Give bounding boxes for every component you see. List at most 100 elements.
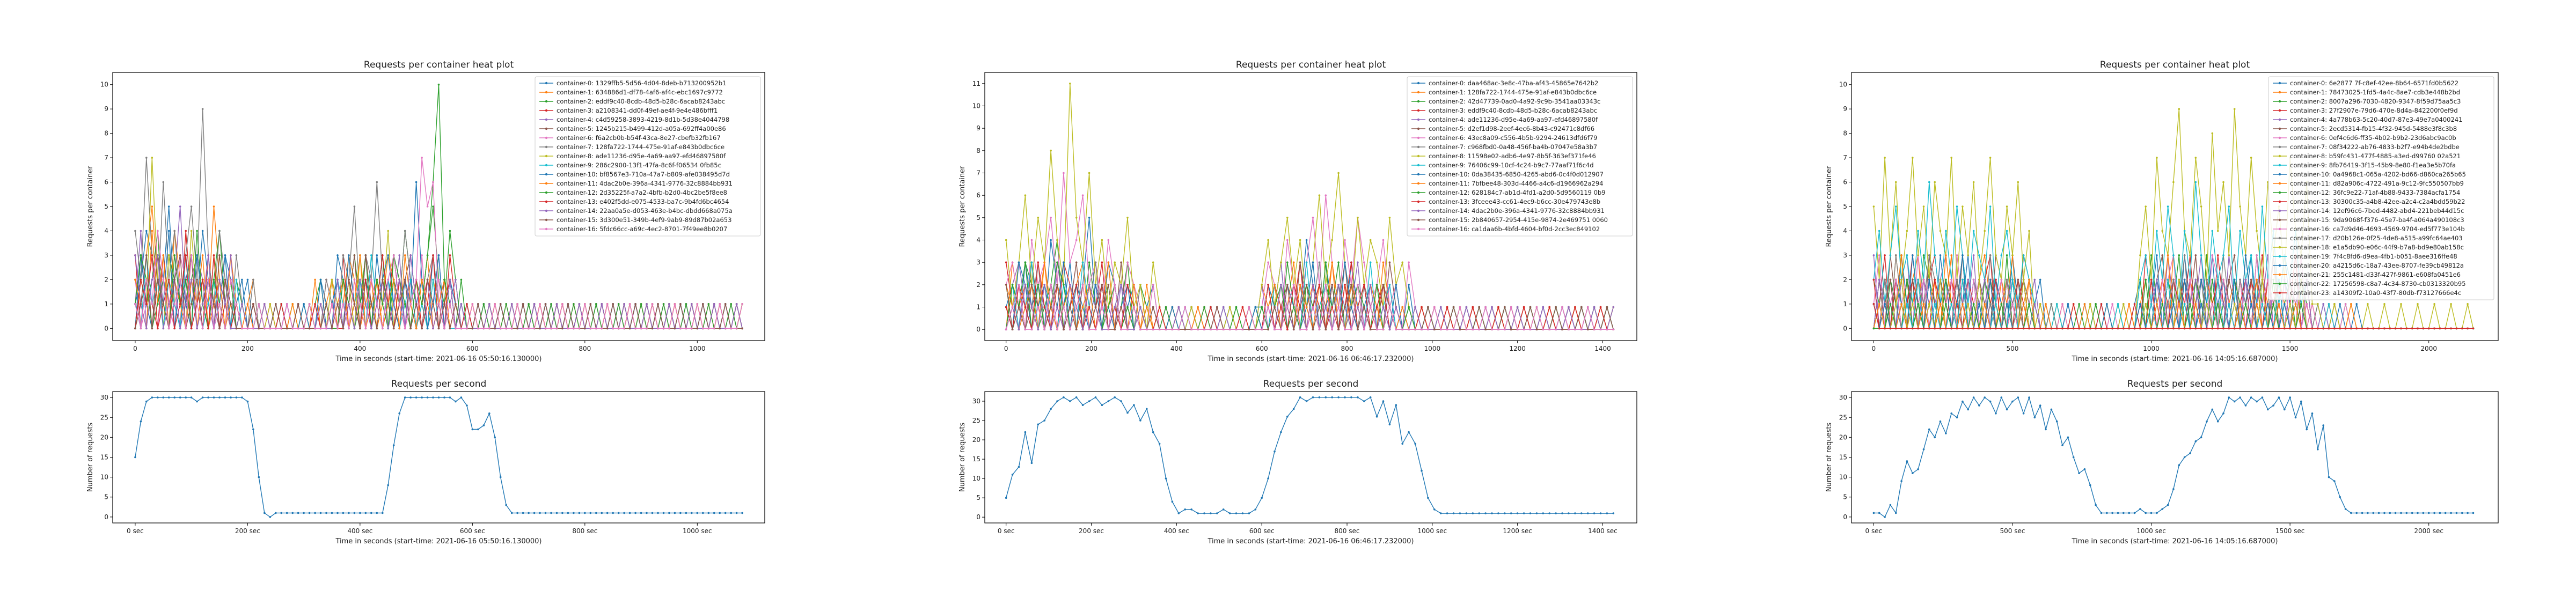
data-point <box>190 278 193 281</box>
data-point <box>1030 328 1033 330</box>
data-point <box>196 327 198 330</box>
data-point <box>634 327 636 330</box>
data-point <box>1491 512 1493 514</box>
data-point <box>432 303 434 305</box>
legend-marker <box>1417 191 1420 194</box>
data-point <box>466 404 468 407</box>
data-point <box>2161 230 2163 232</box>
data-point <box>589 303 592 305</box>
data-point <box>657 512 659 514</box>
legend-label: container-10: bf8567e3-710a-47a7-b809-af… <box>557 171 730 178</box>
data-point <box>348 254 350 256</box>
data-point <box>1286 217 1289 219</box>
data-point <box>449 254 451 256</box>
data-point <box>455 327 457 330</box>
y-axis-label: Requests per container <box>958 166 967 247</box>
data-point <box>707 512 710 514</box>
y-tick-label: 4 <box>104 227 108 234</box>
data-point <box>376 254 378 256</box>
data-point <box>1146 408 1148 410</box>
data-point <box>460 303 463 305</box>
data-point <box>246 400 249 403</box>
legend-label: container-3: a2108341-dd0f-49ef-ae4f-9e4… <box>557 107 718 114</box>
data-point <box>1350 328 1352 330</box>
y-tick-label: 5 <box>976 494 980 502</box>
data-point <box>1535 306 1538 308</box>
data-point <box>1446 328 1448 330</box>
data-point <box>1267 477 1269 480</box>
data-point <box>606 303 609 305</box>
data-point <box>1139 328 1141 330</box>
data-point <box>1254 508 1257 511</box>
data-point <box>2322 303 2325 305</box>
data-point <box>1069 400 1071 402</box>
x-axis-label: Time in seconds (start-time: 2021-06-16 … <box>335 355 541 363</box>
data-point <box>1344 284 1346 286</box>
data-point <box>657 327 659 330</box>
data-point <box>1962 205 1964 208</box>
legend-marker <box>545 82 548 85</box>
data-point <box>1139 419 1141 422</box>
data-point <box>336 278 339 281</box>
legend-label: container-11: 7bfbee48-303d-4466-a4c6-d1… <box>1429 180 1603 187</box>
data-point <box>1037 261 1040 264</box>
data-point <box>1165 477 1167 480</box>
data-point <box>1005 239 1007 241</box>
data-point <box>617 327 620 330</box>
data-point <box>522 512 524 514</box>
data-point <box>1063 172 1065 174</box>
plot-frame <box>984 391 1637 523</box>
y-tick-label: 6 <box>1843 179 1847 186</box>
data-point <box>1056 306 1058 308</box>
data-point <box>719 303 721 305</box>
data-point <box>1318 328 1321 330</box>
data-point <box>1050 150 1052 152</box>
data-point <box>713 303 715 305</box>
data-point <box>1324 284 1327 286</box>
data-point <box>1388 328 1391 330</box>
legend-marker <box>545 118 548 121</box>
data-point <box>151 278 153 281</box>
y-tick-label: 4 <box>976 237 980 244</box>
data-point <box>735 303 738 305</box>
data-point <box>1439 328 1442 330</box>
data-point <box>460 278 463 281</box>
data-point <box>382 512 384 514</box>
data-point <box>1120 400 1122 402</box>
data-point <box>303 512 305 514</box>
y-tick-label: 25 <box>972 417 980 424</box>
data-point <box>1210 306 1212 308</box>
data-point <box>2145 205 2147 208</box>
data-point <box>1516 306 1519 308</box>
data-point <box>1357 306 1359 308</box>
data-point <box>482 327 485 330</box>
data-point <box>1357 261 1359 264</box>
data-point <box>691 327 693 330</box>
data-point <box>674 303 676 305</box>
data-point <box>1922 205 1925 208</box>
data-point <box>1126 306 1129 308</box>
data-point <box>1586 328 1589 330</box>
data-point <box>1568 512 1570 514</box>
x-tick-label: 200 sec <box>1079 527 1104 535</box>
data-point <box>1472 306 1474 308</box>
data-point <box>1133 328 1135 330</box>
legend-label: container-4: ade11236-d95e-4a69-aa97-efd… <box>1429 116 1598 123</box>
data-point <box>353 254 356 256</box>
legend-marker <box>1417 145 1420 149</box>
data-point <box>280 303 282 305</box>
data-point <box>1069 83 1071 85</box>
data-point <box>2123 303 2125 305</box>
data-point <box>269 327 272 330</box>
data-point <box>1408 328 1410 330</box>
data-point <box>1152 306 1154 308</box>
data-point <box>1305 306 1308 308</box>
data-point <box>1510 512 1512 514</box>
data-point <box>578 327 581 330</box>
data-point <box>1075 396 1078 399</box>
data-point <box>1146 284 1148 286</box>
data-point <box>1299 306 1301 308</box>
data-point <box>1465 512 1468 514</box>
data-point <box>1030 306 1033 308</box>
